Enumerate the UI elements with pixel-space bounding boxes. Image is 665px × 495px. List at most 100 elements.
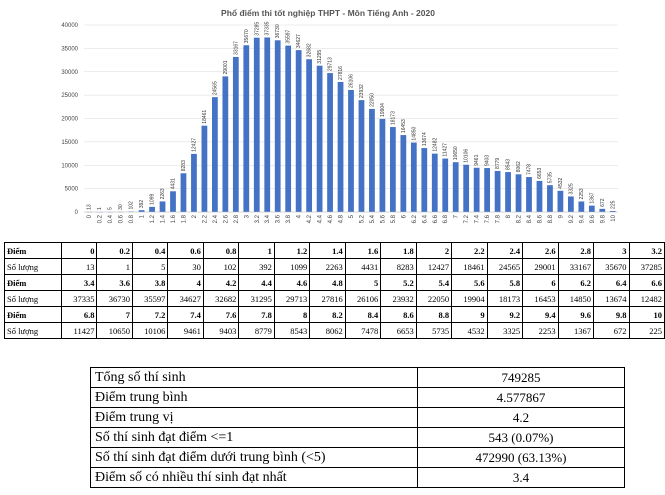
summary-row: Tổng số thí sinh 749285 (90, 367, 625, 388)
x-tick-label: 9 (558, 214, 564, 218)
y-tick-label: 15000 (61, 140, 78, 146)
table-cell: 8.6 (380, 306, 417, 323)
table-cell: 27816 (309, 290, 346, 307)
table-cell: 13 (60, 258, 98, 275)
bar (463, 164, 470, 212)
x-tick-label: 0.4 (108, 214, 114, 223)
bar (306, 59, 312, 212)
table-cell: 26106 (344, 290, 382, 307)
table-cell: 24565 (486, 258, 524, 275)
bar (201, 125, 208, 212)
bar-value-label: 9461 (474, 154, 480, 165)
bar-value-label: 22050 (369, 93, 375, 107)
table-cell: 8283 (380, 258, 417, 275)
bar-value-label: 14850 (411, 126, 417, 140)
table-cell: 37335 (60, 290, 98, 307)
x-tick-label: 6.6 (433, 214, 439, 223)
table-cell: 8543 (273, 322, 311, 339)
table-cell: 32682 (202, 290, 240, 307)
bar (285, 45, 292, 212)
x-tick-label: 0 (87, 214, 93, 218)
x-tick-label: 7.6 (485, 214, 491, 223)
y-tick-label: 20000 (61, 117, 78, 123)
bar-value-label: 3325 (568, 183, 574, 194)
bar (316, 65, 323, 212)
score-row: Điểm 6.8 7 7.2 7.4 7.6 7.8 8 8.2 8.4 8.6 8.8 9 9.2 9.4… (4, 306, 665, 323)
bar-value-label: 2253 (579, 188, 585, 199)
bar (505, 172, 511, 212)
y-axis: 0 5000 10000 15000 20000 25000 30000 35000 40000 (61, 23, 78, 216)
bar-value-label: 13 (87, 204, 93, 210)
x-tick-label: 5.2 (359, 214, 365, 223)
x-tick-label: 1.8 (181, 214, 187, 223)
bar-value-labels: 13 1 5 30 102 392 1099 2263 4431 8283 12427 18461 24… (87, 21, 617, 210)
table-cell: 3.4 (60, 274, 98, 291)
bar-value-label: 37335 (265, 21, 271, 35)
bar (138, 210, 145, 212)
table-cell: 3.6 (96, 274, 133, 291)
table-cell: 4.6 (273, 274, 311, 291)
table-cell: 8.4 (344, 306, 382, 323)
summary-row: Điểm số có nhiều thí sinh đạt nhất 3.4 (90, 467, 625, 488)
bar (568, 196, 574, 212)
bar (515, 174, 522, 212)
x-tick-label: 9.4 (579, 214, 585, 223)
x-tick-label: 1.2 (150, 214, 156, 223)
bar (431, 153, 438, 212)
x-tick-label: 3 (244, 214, 250, 218)
summary-label: Điểm trung vị (90, 407, 418, 428)
bar-value-label: 4431 (171, 178, 177, 189)
table-cell: 5.2 (380, 274, 417, 291)
table-cell: 7.6 (202, 306, 240, 323)
bar-value-label: 1099 (150, 194, 156, 205)
x-tick-label: 5.4 (370, 214, 376, 223)
table-cell: 8 (273, 306, 311, 323)
table-cell: 9461 (167, 322, 204, 339)
table-cell: 7.8 (238, 306, 275, 323)
table-cell: 9.4 (522, 306, 559, 323)
table-cell: 1 (238, 242, 275, 259)
bar (295, 50, 302, 212)
x-tick-label: 4 (297, 214, 303, 218)
table-cell: 3 (593, 242, 630, 259)
score-distribution-table: Điểm 0 0.2 0.4 0.6 0.8 1 1.2 1.4 1.6 1.8 2 2.2 2.4 2.6… (4, 242, 665, 339)
table-cell: 0.6 (167, 242, 204, 259)
count-row: Số lượng 11427 10650 10106 9461 9403 8779 8543 8… (4, 322, 665, 339)
bar-value-label: 23932 (359, 84, 365, 98)
bar-value-label: 19904 (380, 103, 386, 117)
bar-value-label: 392 (139, 200, 145, 209)
bar-value-label: 5735 (547, 172, 553, 183)
bar-value-label: 9403 (485, 155, 491, 166)
summary-value: 4.577867 (417, 387, 625, 408)
x-tick-label: 2.8 (234, 214, 240, 223)
bar (212, 97, 218, 212)
bar-value-label: 5 (108, 207, 114, 210)
bar (327, 73, 333, 212)
table-cell: 0.4 (131, 242, 169, 259)
bar (410, 142, 417, 212)
row-header: Số lượng (4, 322, 62, 339)
x-tick-label: 3.6 (276, 214, 282, 223)
bar-value-label: 7478 (527, 164, 533, 175)
y-tick-label: 30000 (61, 70, 78, 76)
x-tick-label: 2 (192, 214, 198, 218)
summary-row: Điểm trung bình 4.577867 (90, 387, 625, 408)
x-tick-label: 3.2 (255, 214, 261, 223)
bar (442, 158, 449, 212)
table-cell: 33167 (557, 258, 595, 275)
table-cell: 2.2 (451, 242, 488, 259)
table-cell: 10 (628, 306, 665, 323)
table-cell: 2 (415, 242, 453, 259)
y-tick-label: 25000 (61, 93, 78, 99)
table-cell: 1.4 (309, 242, 346, 259)
bar (243, 45, 250, 212)
table-cell: 16453 (522, 290, 559, 307)
table-cell: 2.4 (486, 242, 524, 259)
table-cell: 5735 (415, 322, 453, 339)
table-cell: 8.2 (309, 306, 346, 323)
score-distribution-chart: Phổ điểm thi tốt nghiệp THPT - Môn Tiếng… (61, 8, 618, 223)
bar (369, 108, 375, 212)
y-tick-label: 0 (75, 210, 79, 216)
bar (232, 56, 239, 212)
x-tick-label: 4.8 (339, 214, 345, 223)
